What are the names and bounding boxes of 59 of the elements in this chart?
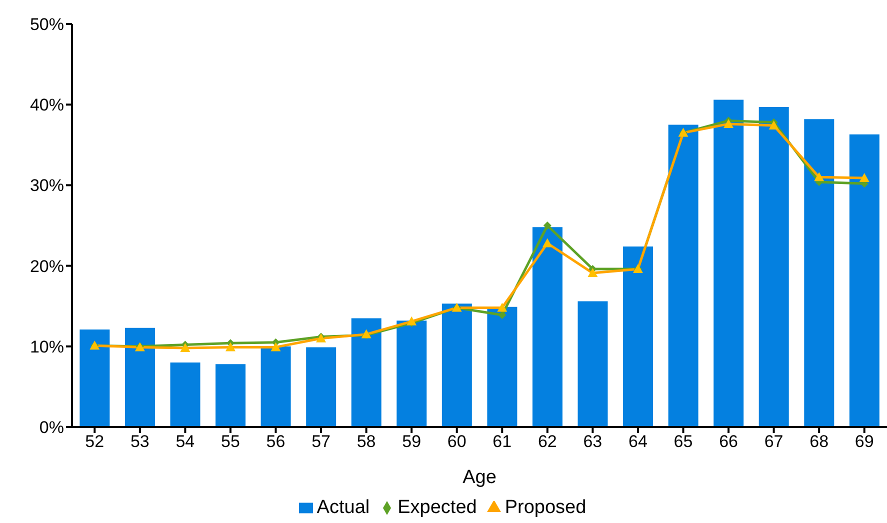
x-tick-label: 54	[176, 432, 195, 452]
bar	[668, 124, 698, 427]
bar	[532, 227, 562, 427]
x-tick-label: 65	[674, 432, 693, 452]
x-tick-label: 66	[719, 432, 738, 452]
bar	[442, 304, 472, 427]
point	[180, 343, 190, 352]
x-tick-label: 58	[356, 432, 376, 452]
x-tick-label: 59	[402, 432, 422, 452]
bar	[714, 100, 744, 427]
bar	[804, 119, 834, 427]
point	[814, 172, 824, 182]
x-tick-label: 68	[810, 432, 829, 452]
bar	[260, 346, 291, 427]
x-tick-label: 52	[85, 432, 104, 452]
bar	[396, 320, 427, 427]
y-tick-label: 0%	[39, 418, 64, 438]
point	[497, 302, 508, 312]
point	[225, 342, 236, 352]
point	[859, 172, 870, 182]
legend-label: Proposed	[504, 497, 586, 518]
x-tick-label: 63	[583, 432, 602, 452]
point	[543, 222, 552, 230]
x-tick-label: 55	[221, 432, 240, 452]
point	[724, 118, 734, 128]
x-axis-title: Age	[462, 467, 496, 488]
bar	[849, 134, 880, 427]
point	[498, 310, 506, 319]
legend-label: Expected	[398, 497, 477, 518]
bar	[216, 364, 246, 427]
y-tick-label: 10%	[30, 337, 64, 356]
x-tick-label: 60	[447, 432, 466, 452]
bar	[758, 107, 789, 427]
y-tick-label: 40%	[30, 96, 64, 115]
x-tick-label: 57	[312, 432, 330, 452]
bar	[351, 318, 382, 427]
x-tick-label: 64	[628, 432, 648, 452]
point	[768, 120, 779, 130]
legend-label: Actual	[316, 497, 370, 518]
point	[542, 238, 552, 248]
bar	[170, 362, 200, 427]
x-tick-label: 53	[130, 432, 150, 452]
bar	[487, 306, 518, 427]
x-tick-label: 67	[764, 432, 784, 452]
point	[406, 316, 417, 326]
x-tick-label: 56	[266, 432, 286, 452]
bar	[306, 347, 336, 427]
bar	[124, 328, 155, 427]
point	[270, 342, 281, 352]
point	[588, 268, 598, 278]
x-tick-label: 62	[538, 432, 557, 452]
y-tick-label: 30%	[30, 176, 64, 196]
bar	[80, 329, 110, 427]
x-tick-label: 61	[492, 432, 512, 452]
bar	[578, 301, 608, 427]
x-tick-label: 69	[854, 432, 874, 452]
bar	[623, 246, 654, 427]
y-tick-label: 20%	[30, 256, 64, 276]
y-tick-label: 50%	[30, 15, 64, 34]
